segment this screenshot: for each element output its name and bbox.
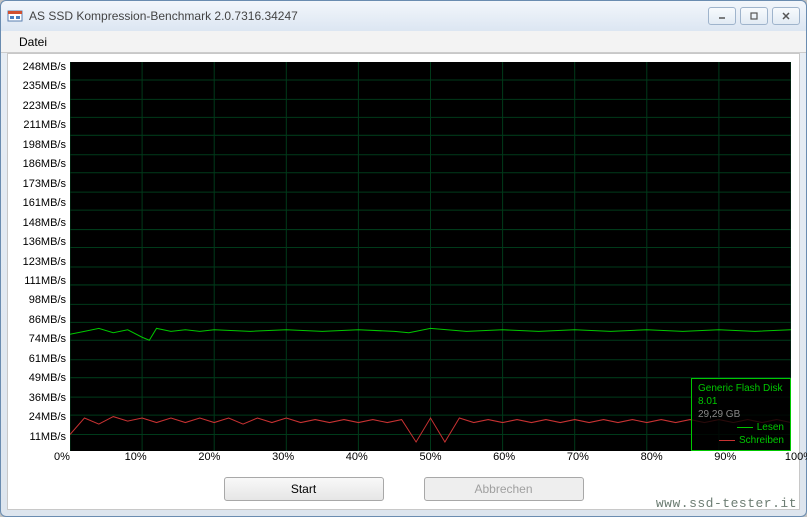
- legend-read-label: Lesen: [757, 421, 784, 434]
- legend-read: Lesen: [698, 421, 784, 434]
- y-tick-label: 111MB/s: [16, 276, 66, 295]
- y-tick-label: 98MB/s: [16, 295, 66, 314]
- x-tick-label: 70%: [567, 451, 589, 463]
- y-tick-label: 61MB/s: [16, 354, 66, 373]
- y-tick-label: 248MB/s: [16, 62, 66, 81]
- minimize-button[interactable]: [708, 7, 736, 25]
- cancel-button[interactable]: Abbrechen: [424, 477, 584, 501]
- y-tick-label: 24MB/s: [16, 412, 66, 431]
- x-tick-label: 30%: [272, 451, 294, 463]
- x-tick-label: 0%: [54, 451, 70, 463]
- y-tick-label: 223MB/s: [16, 101, 66, 120]
- x-tick-label: 20%: [198, 451, 220, 463]
- y-tick-label: 11MB/s: [16, 432, 66, 451]
- y-axis-labels: 248MB/s235MB/s223MB/s211MB/s198MB/s186MB…: [16, 62, 70, 451]
- menu-file[interactable]: Datei: [11, 33, 55, 51]
- legend-capacity: 29,29 GB: [698, 408, 784, 421]
- legend-firmware: 8.01: [698, 395, 784, 408]
- titlebar[interactable]: AS SSD Kompression-Benchmark 2.0.7316.34…: [1, 1, 806, 31]
- legend-write-label: Schreiben: [739, 434, 784, 447]
- legend-swatch-write: [719, 440, 735, 441]
- content-panel: 248MB/s235MB/s223MB/s211MB/s198MB/s186MB…: [7, 53, 800, 510]
- y-tick-label: 36MB/s: [16, 393, 66, 412]
- window-controls: [708, 7, 800, 25]
- legend-write: Schreiben: [698, 434, 784, 447]
- window-title: AS SSD Kompression-Benchmark 2.0.7316.34…: [29, 9, 708, 23]
- y-tick-label: 74MB/s: [16, 334, 66, 353]
- y-tick-label: 186MB/s: [16, 159, 66, 178]
- y-tick-label: 235MB/s: [16, 81, 66, 100]
- y-tick-label: 148MB/s: [16, 218, 66, 237]
- x-tick-label: 10%: [125, 451, 147, 463]
- legend-swatch-read: [737, 427, 753, 428]
- chart-area: 248MB/s235MB/s223MB/s211MB/s198MB/s186MB…: [8, 54, 799, 451]
- x-tick-label: 80%: [641, 451, 663, 463]
- start-button[interactable]: Start: [224, 477, 384, 501]
- y-tick-label: 49MB/s: [16, 373, 66, 392]
- y-tick-label: 161MB/s: [16, 198, 66, 217]
- y-tick-label: 211MB/s: [16, 120, 66, 139]
- y-tick-label: 173MB/s: [16, 179, 66, 198]
- close-button[interactable]: [772, 7, 800, 25]
- x-tick-label: 60%: [493, 451, 515, 463]
- y-tick-label: 136MB/s: [16, 237, 66, 256]
- x-tick-label: 100%: [785, 451, 807, 463]
- x-tick-label: 40%: [346, 451, 368, 463]
- app-window: AS SSD Kompression-Benchmark 2.0.7316.34…: [0, 0, 807, 517]
- x-axis-labels: 0%10%20%30%40%50%60%70%80%90%100%: [62, 451, 799, 469]
- y-tick-label: 123MB/s: [16, 257, 66, 276]
- menubar: Datei: [1, 31, 806, 53]
- legend-box: Generic Flash Disk 8.01 29,29 GB Lesen S…: [691, 378, 791, 451]
- app-icon: [7, 8, 23, 24]
- chart-svg: [70, 62, 791, 451]
- chart-plot: Generic Flash Disk 8.01 29,29 GB Lesen S…: [70, 62, 791, 451]
- y-tick-label: 198MB/s: [16, 140, 66, 159]
- maximize-button[interactable]: [740, 7, 768, 25]
- x-tick-label: 90%: [714, 451, 736, 463]
- legend-device: Generic Flash Disk: [698, 382, 784, 395]
- buttons-row: Start Abbrechen: [8, 469, 799, 509]
- x-tick-label: 50%: [419, 451, 441, 463]
- y-tick-label: 86MB/s: [16, 315, 66, 334]
